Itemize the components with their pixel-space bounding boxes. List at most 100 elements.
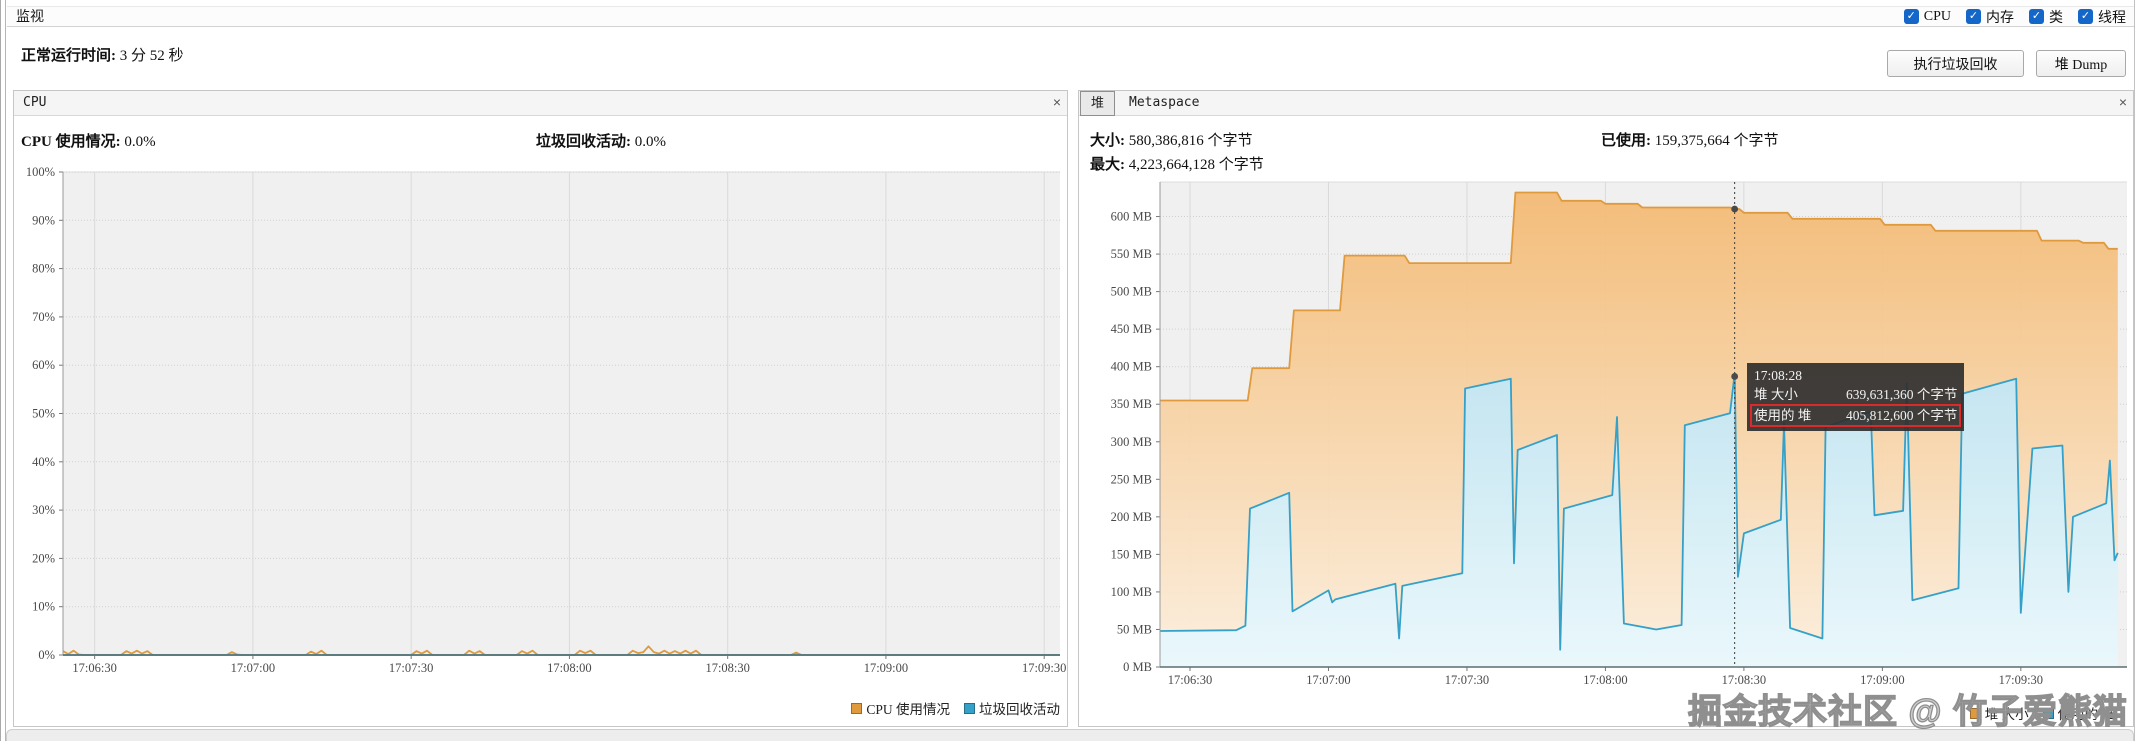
heap-size-stat: 大小: 580,386,816 个字节 [1090, 129, 1253, 150]
heap-size-stat-value: 580,386,816 个字节 [1128, 133, 1253, 149]
heap-max-stat-label: 最大: [1090, 157, 1125, 173]
monitor-tab-strip: 监视 ✓ CPU ✓ 内存 ✓ 类 ✓ 线程 [7, 6, 2134, 27]
heap-size-stat-label: 大小: [1090, 133, 1125, 149]
legend-label: 堆 大小 [1984, 707, 2029, 722]
heap-max-stat: 最大: 4,223,664,128 个字节 [1090, 153, 1264, 174]
toggle-类[interactable]: ✓ 类 [2029, 7, 2063, 27]
svg-text:350 MB: 350 MB [1111, 397, 1152, 411]
checkbox-label: 线程 [2098, 10, 2126, 26]
close-icon[interactable]: × [1052, 94, 1061, 110]
svg-text:17:08:30: 17:08:30 [1722, 673, 1766, 687]
gc-activity-stat: 垃圾回收活动: 0.0% [536, 130, 666, 151]
tab-monitor[interactable]: 监视 [16, 10, 44, 25]
toggle-内存[interactable]: ✓ 内存 [1966, 7, 2014, 27]
legend-label: 垃圾回收活动 [979, 702, 1060, 717]
cpu-panel-title: CPU [23, 95, 47, 110]
svg-text:17:09:00: 17:09:00 [1860, 673, 1904, 687]
tooltip-row: 堆 大小 639,631,360 个字节 [1754, 385, 1957, 404]
svg-text:100%: 100% [26, 165, 55, 179]
svg-text:17:09:00: 17:09:00 [864, 661, 908, 675]
svg-text:0 MB: 0 MB [1123, 660, 1152, 674]
heap-used-stat-value: 159,375,664 个字节 [1654, 133, 1779, 149]
cpu-usage-stat-label: CPU 使用情况: [21, 134, 121, 150]
metric-toggle-group: ✓ CPU ✓ 内存 ✓ 类 ✓ 线程 [1903, 7, 2126, 27]
legend-swatch-icon [1969, 707, 1981, 719]
legend-swatch-icon [851, 702, 863, 714]
svg-text:80%: 80% [32, 262, 55, 276]
svg-text:17:07:30: 17:07:30 [389, 661, 433, 675]
svg-text:10%: 10% [32, 600, 55, 614]
left-splitter[interactable] [0, 0, 6, 741]
legend-item: 垃圾回收活动 [964, 698, 1060, 718]
svg-text:17:08:00: 17:08:00 [1583, 673, 1627, 687]
checkbox-label: CPU [1923, 8, 1951, 24]
heap-max-stat-value: 4,223,664,128 个字节 [1128, 157, 1264, 173]
legend-item: 使用的 堆 [2042, 703, 2115, 723]
svg-text:17:08:30: 17:08:30 [705, 661, 749, 675]
svg-text:17:07:00: 17:07:00 [231, 661, 275, 675]
close-icon[interactable]: × [2118, 94, 2127, 110]
bottom-strip [6, 729, 2134, 741]
heap-panel-titlebar: 堆 Metaspace × [1079, 91, 2133, 116]
cpu-usage-stat: CPU 使用情况: 0.0% [21, 130, 156, 151]
checkbox-checked-icon[interactable]: ✓ [1903, 9, 1919, 24]
cpu-usage-stat-value: 0.0% [124, 134, 156, 150]
toggle-CPU[interactable]: ✓ CPU [1903, 8, 1951, 25]
legend-swatch-icon [2042, 707, 2054, 719]
svg-text:550 MB: 550 MB [1111, 247, 1152, 261]
svg-text:90%: 90% [32, 213, 55, 227]
watermark: 掘金技术社区 @ 竹子爱熊猫 [1687, 692, 2128, 731]
svg-text:60%: 60% [32, 358, 55, 372]
svg-text:100 MB: 100 MB [1111, 585, 1152, 599]
svg-text:17:06:30: 17:06:30 [1168, 673, 1212, 687]
tooltip-row-label: 使用的 堆 [1754, 408, 1812, 423]
svg-text:30%: 30% [32, 503, 55, 517]
cpu-chart-legend: CPU 使用情况 垃圾回收活动 [14, 698, 1060, 718]
checkbox-checked-icon[interactable]: ✓ [2078, 9, 2093, 24]
gc-activity-stat-value: 0.0% [634, 134, 666, 150]
legend-label: 使用的 堆 [2057, 707, 2115, 722]
gc-activity-stat-label: 垃圾回收活动: [536, 134, 631, 150]
uptime-value: 3 分 52 秒 [119, 48, 184, 64]
heap-chart-legend: 堆 大小 使用的 堆 [1079, 703, 2115, 723]
heap-dump-button[interactable]: 堆 Dump [2036, 50, 2126, 77]
svg-text:70%: 70% [32, 310, 55, 324]
svg-text:0%: 0% [38, 648, 55, 662]
heap-used-stat-label: 已使用: [1601, 133, 1651, 149]
tab-heap[interactable]: 堆 [1080, 91, 1116, 116]
tooltip-rows: 堆 大小 639,631,360 个字节使用的 堆 405,812,600 个字节 [1750, 385, 1962, 427]
legend-swatch-icon [964, 702, 975, 714]
checkbox-label: 内存 [1986, 10, 2014, 26]
cpu-usage-chart[interactable]: 0% 10% 20% 30% 40% 50% 60% 70% 80% 90% 100% 17:06:3… [14, 152, 1067, 697]
tooltip-row-value: 639,631,360 个字节 [1846, 387, 1958, 402]
toggle-线程[interactable]: ✓ 线程 [2078, 7, 2126, 27]
heap-usage-chart[interactable]: 0 MB 50 MB 100 MB 150 MB 200 MB 250 MB 300 MB 3… [1079, 152, 2132, 702]
cpu-panel-titlebar: CPU × [14, 91, 1067, 116]
checkbox-label: 类 [2049, 10, 2063, 26]
svg-text:17:07:00: 17:07:00 [1306, 673, 1350, 687]
svg-text:300 MB: 300 MB [1111, 435, 1152, 449]
uptime: 正常运行时间: 3 分 52 秒 [21, 44, 184, 65]
tooltip-time: 17:08:28 [1754, 368, 1803, 383]
svg-text:17:06:30: 17:06:30 [72, 661, 116, 675]
uptime-label: 正常运行时间: [21, 48, 116, 64]
tooltip-row-label: 堆 大小 [1754, 387, 1798, 402]
svg-text:600 MB: 600 MB [1111, 210, 1152, 224]
svg-text:17:09:30: 17:09:30 [1999, 673, 2043, 687]
svg-text:200 MB: 200 MB [1111, 510, 1152, 524]
window-right-border [2134, 0, 2135, 741]
tab-metaspace[interactable]: Metaspace [1129, 95, 1200, 110]
svg-text:20%: 20% [32, 551, 55, 565]
perform-gc-button[interactable]: 执行垃圾回收 [1887, 50, 2024, 77]
svg-text:40%: 40% [32, 455, 55, 469]
checkbox-checked-icon[interactable]: ✓ [1966, 9, 1981, 24]
svg-text:17:09:30: 17:09:30 [1022, 661, 1066, 675]
legend-item: CPU 使用情况 [851, 698, 950, 718]
svg-text:400 MB: 400 MB [1111, 360, 1152, 374]
svg-text:17:07:30: 17:07:30 [1445, 673, 1489, 687]
tooltip-row-value: 405,812,600 个字节 [1846, 408, 1958, 423]
chart-tooltip: 17:08:28 堆 大小 639,631,360 个字节使用的 堆 405,812… [1747, 363, 1965, 431]
checkbox-checked-icon[interactable]: ✓ [2029, 9, 2044, 24]
svg-text:500 MB: 500 MB [1111, 285, 1152, 299]
